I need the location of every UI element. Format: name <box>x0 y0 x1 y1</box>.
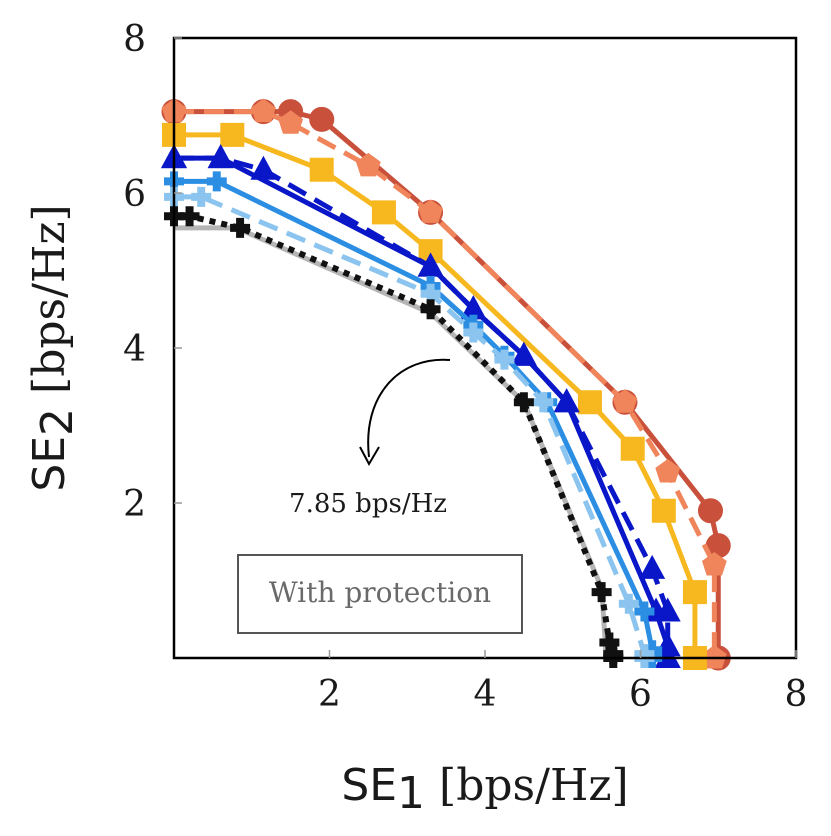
data-point <box>220 122 245 147</box>
data-point <box>191 186 212 207</box>
data-point <box>418 199 443 223</box>
data-point <box>207 144 234 169</box>
x-tick-label: 4 <box>474 674 497 715</box>
data-point <box>612 389 638 413</box>
data-point <box>206 171 227 192</box>
x-axis-label: SE1 [bps/Hz] <box>341 760 628 819</box>
data-point <box>251 98 276 123</box>
data-point <box>620 436 645 461</box>
data-point <box>533 392 554 413</box>
data-point <box>420 283 441 304</box>
data-point <box>250 155 277 180</box>
series-5 <box>161 144 681 668</box>
data-point <box>417 252 444 277</box>
annotation: 7.85 bps/Hz <box>289 358 451 519</box>
data-point <box>651 498 676 523</box>
data-point <box>309 157 334 182</box>
protection-box-label: With protection <box>269 576 491 609</box>
annotation-arrowhead <box>359 446 380 467</box>
protection-box: With protection <box>237 554 523 634</box>
y-tick-label: 4 <box>123 329 146 370</box>
x-tick-label: 6 <box>629 674 652 715</box>
data-point <box>577 390 602 415</box>
data-point <box>639 554 666 579</box>
series-line <box>174 132 698 658</box>
data-point <box>309 106 335 132</box>
axis-ticks: 2 4 6 8 2 4 6 8 <box>123 19 807 715</box>
data-point <box>494 349 515 370</box>
data-point <box>420 299 441 320</box>
data-point <box>460 295 487 320</box>
data-point <box>701 552 727 576</box>
data-point <box>553 388 580 413</box>
data-point <box>356 152 381 177</box>
data-point <box>591 582 612 603</box>
x-tick-label: 2 <box>318 674 341 715</box>
data-point <box>682 580 707 605</box>
annotation-label: 7.85 bps/Hz <box>289 489 447 519</box>
series-2 <box>161 98 727 669</box>
data-point <box>510 341 537 366</box>
data-point <box>599 632 620 653</box>
data-point <box>230 217 251 238</box>
y-tick-label: 6 <box>123 174 146 215</box>
data-point <box>278 110 303 134</box>
x-tick-label: 8 <box>785 674 808 715</box>
data-point <box>697 498 723 524</box>
y-tick-label: 8 <box>123 19 146 60</box>
data-point <box>463 322 484 343</box>
y-tick-label: 2 <box>123 484 146 525</box>
data-point <box>655 459 681 483</box>
data-point <box>179 206 200 227</box>
data-point <box>371 200 396 225</box>
data-point <box>513 392 534 413</box>
y-axis-label: SE2[bps/Hz] <box>24 204 83 491</box>
data-point <box>618 593 639 614</box>
protection-box-frame <box>237 554 523 634</box>
annotation-arrow <box>367 358 451 458</box>
data-point <box>634 601 655 622</box>
